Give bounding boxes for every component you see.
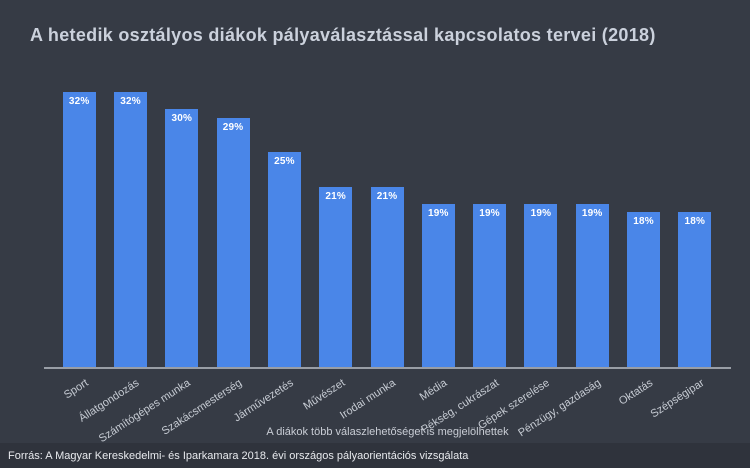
bar-value-label: 30%	[171, 113, 193, 125]
x-axis-label: Művészet	[300, 376, 347, 413]
bar: 29%	[216, 117, 250, 367]
bar: 32%	[62, 92, 96, 367]
bar: 21%	[370, 186, 404, 367]
bar: 32%	[114, 92, 147, 367]
bar-value-label: 18%	[633, 216, 654, 228]
bar: 19%	[421, 203, 455, 367]
x-axis-label: Oktatás	[616, 376, 655, 408]
bar-value-label: 19%	[427, 207, 449, 219]
x-axis-label: Szépségipar	[648, 376, 707, 421]
bar: 19%	[524, 203, 558, 367]
bar-value-label: 19%	[581, 207, 603, 219]
bar: 19%	[575, 203, 609, 367]
bar: 30%	[165, 109, 199, 367]
x-axis-label: Irodai munka	[338, 376, 399, 422]
bar-value-label: 18%	[684, 216, 706, 228]
bar-value-label: 21%	[376, 190, 398, 202]
x-axis-line	[44, 367, 731, 369]
bar-value-label: 19%	[530, 207, 552, 219]
bar-value-label: 25%	[274, 156, 295, 168]
bar: 19%	[473, 203, 507, 367]
bar-value-label: 32%	[120, 96, 141, 107]
bar: 25%	[267, 152, 301, 367]
bar: 21%	[319, 186, 353, 367]
chart-note: A diákok több válaszlehetőséget is megje…	[266, 426, 509, 438]
source-footer-text: Forrás: A Magyar Kereskedelmi- és Iparka…	[8, 449, 469, 462]
bar: 18%	[678, 212, 712, 367]
x-axis-label: Média	[417, 376, 450, 404]
bar-value-label: 32%	[68, 96, 90, 107]
bar-value-label: 21%	[325, 190, 346, 202]
bar: 18%	[627, 212, 660, 367]
bar-value-label: 19%	[479, 207, 500, 219]
bar-value-label: 29%	[222, 121, 244, 133]
x-axis-label: Sport	[61, 376, 91, 402]
chart-title: A hetedik osztályos diákok pályaválasztá…	[30, 25, 656, 45]
source-footer: Forrás: A Magyar Kereskedelmi- és Iparka…	[0, 443, 750, 468]
